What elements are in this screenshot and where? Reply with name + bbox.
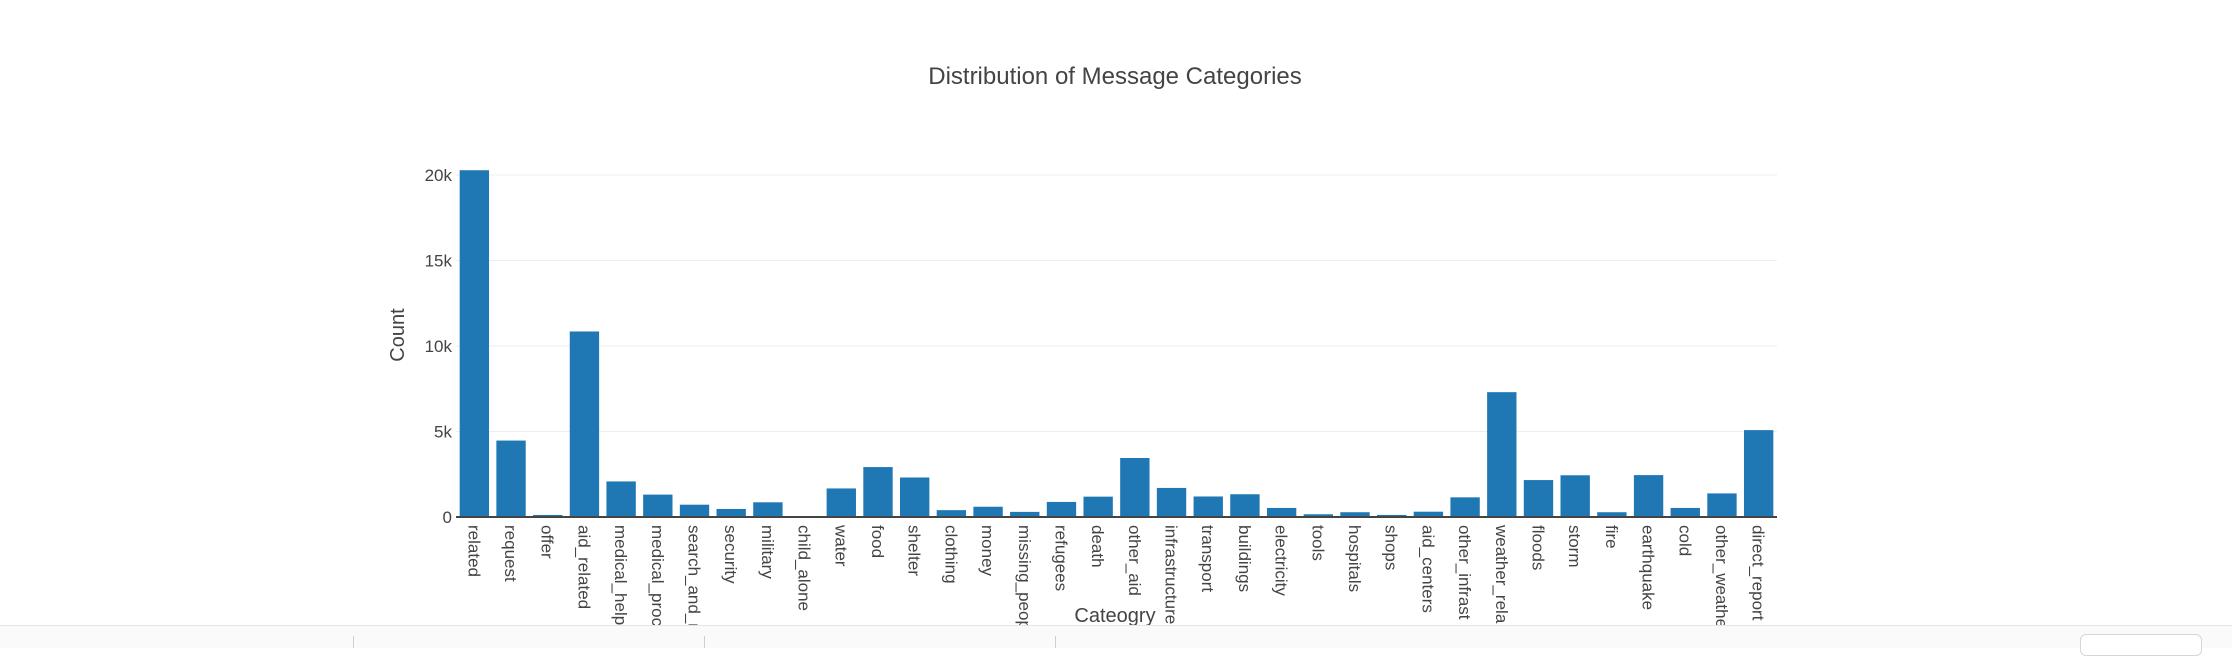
bar-money[interactable] — [973, 506, 1003, 517]
bar-transport[interactable] — [1193, 496, 1223, 517]
bar-offer[interactable] — [533, 514, 563, 517]
bar-military[interactable] — [753, 502, 783, 517]
bar-electricity[interactable] — [1266, 507, 1297, 517]
bar-infrastructure-related[interactable] — [1156, 487, 1187, 517]
chart-title: Distribution of Message Categories — [928, 63, 1302, 90]
bar-hospitals[interactable] — [1340, 512, 1370, 517]
x-tick-label: water — [831, 524, 850, 567]
bar-medical-help[interactable] — [606, 481, 636, 517]
x-tick-label: weather_rela — [1492, 524, 1511, 624]
bottom-panel-strip — [0, 625, 2232, 656]
x-tick-label: child_alone — [795, 525, 814, 611]
bar-buildings[interactable] — [1230, 494, 1260, 517]
bar-floods[interactable] — [1523, 480, 1554, 517]
x-tick-label: medical_proc — [648, 525, 667, 627]
x-tick-label: money — [978, 525, 997, 577]
x-tick-label: electricity — [1272, 525, 1291, 596]
x-tick-label: security — [721, 525, 740, 584]
x-tick-label: medical_help — [611, 525, 630, 625]
bar-refugees[interactable] — [1046, 501, 1077, 517]
x-tick-label: missing_peop — [1015, 525, 1034, 630]
bar-shops[interactable] — [1377, 514, 1407, 517]
y-tick-label: 15k — [425, 252, 453, 271]
x-tick-label: other_weathe — [1712, 525, 1731, 628]
x-tick-label: fire — [1602, 525, 1621, 549]
bar-death[interactable] — [1083, 496, 1113, 517]
bar-direct-report[interactable] — [1743, 430, 1774, 517]
y-axis-ticks: 0 5k 10k 15k 20k — [425, 166, 453, 527]
x-tick-label: cold — [1675, 525, 1694, 556]
x-tick-label: food — [868, 525, 887, 558]
x-tick-label: earthquake — [1639, 525, 1658, 610]
x-tick-label: aid_related — [574, 525, 593, 609]
x-tick-label: aid_centers — [1418, 525, 1437, 613]
y-tick-label: 20k — [425, 166, 453, 185]
x-tick-label: death — [1088, 525, 1107, 568]
x-tick-label: tools — [1308, 525, 1327, 561]
x-axis-ticks: related request offer aid_related medical_he… — [464, 524, 1767, 630]
x-tick-label: offer — [538, 525, 557, 559]
x-axis-title: Cateogry — [1074, 605, 1155, 627]
x-tick-label: other_aid — [1125, 525, 1144, 596]
x-tick-label: hospitals — [1345, 525, 1364, 592]
x-tick-label: clothing — [941, 525, 960, 584]
y-tick-label: 5k — [434, 423, 452, 442]
bar-fire[interactable] — [1597, 512, 1627, 517]
panel-divider — [353, 636, 354, 648]
x-tick-label: shops — [1382, 525, 1401, 570]
x-tick-label: storm — [1565, 525, 1584, 568]
bar-other-infrastructure[interactable] — [1450, 497, 1480, 517]
bar-storm[interactable] — [1560, 475, 1590, 517]
bar-search-and-rescue[interactable] — [679, 504, 710, 517]
x-tick-label: military — [758, 525, 777, 579]
x-tick-label: floods — [1528, 525, 1547, 570]
panel-divider — [704, 636, 705, 648]
x-tick-label: other_infrast — [1455, 525, 1474, 620]
bar-food[interactable] — [863, 467, 893, 517]
x-tick-label: shelter — [905, 525, 924, 576]
bar-aid-related[interactable] — [569, 331, 600, 517]
x-tick-label: search_and_r — [685, 525, 704, 629]
bar-earthquake[interactable] — [1633, 475, 1664, 517]
x-tick-label: direct_report — [1749, 525, 1768, 621]
bar-request[interactable] — [496, 440, 526, 517]
bar-other-aid[interactable] — [1120, 458, 1150, 517]
bar-security[interactable] — [716, 508, 746, 517]
bar-shelter[interactable] — [900, 477, 930, 517]
x-tick-label: infrastructure — [1162, 525, 1181, 624]
bars — [459, 170, 1774, 517]
gridlines — [456, 174, 1777, 432]
x-tick-label: refugees — [1051, 525, 1070, 591]
y-tick-label: 0 — [443, 508, 452, 527]
bar-tools[interactable] — [1303, 514, 1333, 517]
bar-other-weather[interactable] — [1707, 493, 1737, 517]
bar-missing-people[interactable] — [1010, 511, 1040, 517]
bar-medical-products[interactable] — [643, 494, 673, 517]
bar-aid-centers[interactable] — [1413, 511, 1444, 517]
bar-related[interactable] — [459, 170, 490, 517]
y-axis-title: Count — [387, 308, 409, 362]
bar-clothing[interactable] — [936, 510, 967, 517]
panel-divider — [1055, 636, 1056, 648]
x-tick-label: related — [464, 525, 483, 577]
x-tick-label: buildings — [1235, 525, 1254, 592]
bar-water[interactable] — [826, 488, 856, 517]
bar-cold[interactable] — [1670, 507, 1700, 517]
x-tick-label: transport — [1198, 525, 1217, 592]
y-tick-label: 10k — [425, 337, 453, 356]
bar-weather-related[interactable] — [1487, 392, 1517, 517]
x-tick-label: request — [501, 525, 520, 582]
footer-button[interactable] — [2080, 634, 2202, 656]
